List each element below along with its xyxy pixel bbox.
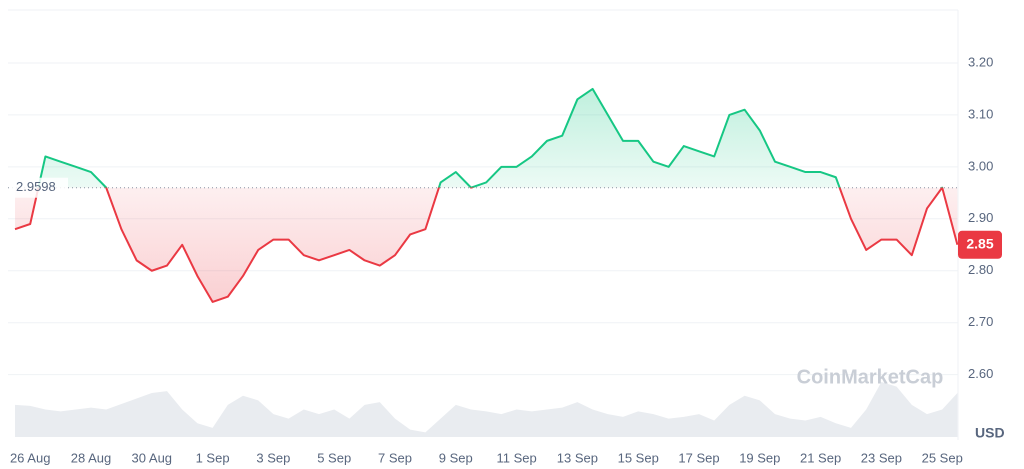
x-tick-label: 19 Sep: [739, 450, 780, 465]
last-price-label: 2.85: [966, 235, 993, 251]
x-tick-label: 15 Sep: [618, 450, 659, 465]
x-tick-label: 21 Sep: [800, 450, 841, 465]
x-tick-label: 17 Sep: [678, 450, 719, 465]
y-tick-label: 3.10: [968, 106, 993, 121]
price-area: [15, 88, 958, 302]
x-tick-label: 30 Aug: [132, 450, 173, 465]
baseline-label: 2.9598: [16, 179, 56, 194]
x-tick-label: 23 Sep: [861, 450, 902, 465]
baseline-label-bg: [10, 177, 68, 198]
y-tick-label: 3.20: [968, 54, 993, 69]
x-tick-label: 26 Aug: [10, 450, 51, 465]
unit-label: USD: [975, 425, 1005, 441]
volume-area: [15, 382, 958, 437]
x-tick-label: 7 Sep: [378, 450, 412, 465]
watermark: CoinMarketCap: [797, 366, 944, 388]
volume-layer: [15, 382, 958, 437]
x-tick-label: 9 Sep: [439, 450, 473, 465]
last-price-tag: [958, 230, 1002, 259]
x-tick-label: 13 Sep: [557, 450, 598, 465]
y-tick-label: 2.70: [968, 314, 993, 329]
x-tick-label: 11 Sep: [496, 450, 536, 465]
x-tick-label: 5 Sep: [317, 450, 351, 465]
x-tick-label: 1 Sep: [196, 450, 230, 465]
y-tick-label: 2.60: [968, 366, 993, 381]
x-tick-label: 3 Sep: [256, 450, 290, 465]
y-tick-label: 2.80: [968, 262, 993, 277]
y-tick-label: 3.00: [968, 158, 993, 173]
y-tick-label: 2.90: [968, 210, 993, 225]
plot-layer: 2.9598 2.85: [8, 87, 1002, 303]
price-line: [14, 87, 959, 303]
x-tick-label: 25 Sep: [922, 450, 963, 465]
x-tick-label: 28 Aug: [71, 450, 112, 465]
